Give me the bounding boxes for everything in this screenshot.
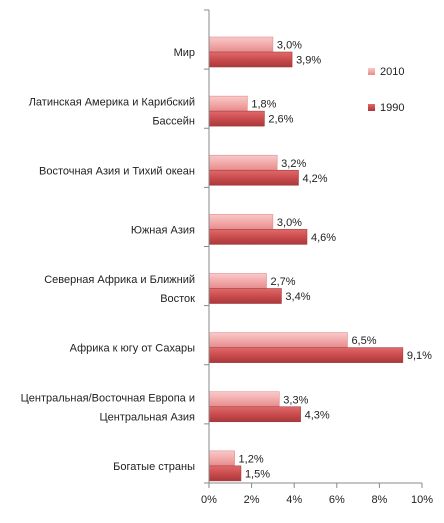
- legend-label-2010: 2010: [380, 66, 404, 78]
- legend: 2010 1990: [368, 66, 404, 114]
- x-tick-label-4: 4%: [286, 494, 302, 506]
- data-label-2010-4: 3,0%: [277, 217, 302, 229]
- category-label-6: Африка к югу от Сахары: [70, 343, 195, 355]
- data-label-2010-3: 3,2%: [281, 158, 306, 170]
- bar-2010-7: [208, 391, 280, 408]
- x-tick-label-0: 0%: [201, 494, 217, 506]
- bar-1990-1: [208, 51, 293, 68]
- data-label-1990-4: 4,6%: [311, 232, 336, 244]
- category-label-line: Южная Азия: [131, 224, 195, 236]
- category-label-line: Восточная Азия и Тихий океан: [39, 165, 195, 177]
- category-label-line: Африка к югу от Сахары: [70, 343, 195, 355]
- category-label-3: Восточная Азия и Тихий океан: [39, 165, 195, 177]
- x-tick-label-2: 2%: [244, 494, 260, 506]
- category-label-5: Северная Африка и Ближний Восток: [44, 274, 195, 305]
- category-label-4: Южная Азия: [131, 224, 195, 236]
- bar-1990-6: [208, 347, 404, 363]
- bar-1990-5: [208, 288, 282, 304]
- category-label-2: Латинская Америка и Карибский Бассейн: [29, 97, 195, 128]
- axes-layer: 0% 2% 4% 6% 8% 10%: [201, 9, 433, 506]
- bar-1990-8: [208, 465, 242, 482]
- data-label-2010-6: 6,5%: [351, 335, 376, 347]
- bar-2010-8: [208, 450, 235, 467]
- legend-label-1990: 1990: [380, 102, 404, 114]
- data-label-2010-8: 1,2%: [239, 453, 264, 465]
- data-label-1990-1: 3,9%: [296, 55, 321, 67]
- category-label-line: Мир: [174, 47, 195, 59]
- x-tick-label-8: 8%: [371, 494, 387, 506]
- bar-2010-1: [208, 36, 274, 53]
- category-label-line: Центральная/Восточная Европа и: [21, 392, 195, 404]
- x-tick-label-10: 10%: [411, 494, 433, 506]
- data-label-1990-7: 4,3%: [305, 409, 330, 421]
- data-label-1990-8: 1,5%: [245, 468, 270, 480]
- bar-1990-4: [208, 229, 308, 245]
- bar-2010-3: [208, 154, 278, 171]
- legend-swatch-1990: [368, 104, 375, 111]
- bar-1990-7: [208, 406, 301, 423]
- data-label-1990-3: 4,2%: [302, 173, 327, 185]
- data-label-2010-2: 1,8%: [251, 99, 276, 111]
- category-label-line: Восток: [160, 293, 195, 305]
- category-label-7: Центральная/Восточная Европа и Центральна…: [21, 392, 195, 423]
- category-label-line: Центральная Азия: [100, 411, 195, 423]
- bar-2010-5: [208, 273, 267, 289]
- category-label-8: Богатые страны: [113, 461, 195, 473]
- data-label-1990-2: 2,6%: [268, 114, 293, 126]
- data-label-1990-6: 9,1%: [407, 350, 432, 362]
- data-label-2010-7: 3,3%: [283, 394, 308, 406]
- bar-1990-2: [208, 110, 265, 127]
- data-label-2010-1: 3,0%: [277, 40, 302, 52]
- legend-swatch-2010: [368, 68, 375, 75]
- data-label-2010-5: 2,7%: [271, 276, 296, 288]
- category-label-line: Бассейн: [152, 116, 195, 128]
- bar-2010-6: [208, 332, 348, 348]
- bar-2010-2: [208, 95, 248, 112]
- data-label-1990-5: 3,4%: [285, 291, 310, 303]
- category-label-line: Латинская Америка и Карибский: [29, 97, 195, 109]
- bar-2010-4: [208, 214, 274, 230]
- category-label-1: Мир: [174, 47, 195, 59]
- category-label-line: Богатые страны: [113, 461, 195, 473]
- category-label-line: Северная Африка и Ближний: [44, 274, 195, 286]
- labels-layer: 3,0% 3,9% Мир 1,8% 2,6% Латинская Америка и К…: [21, 40, 432, 481]
- bar-1990-3: [208, 169, 299, 186]
- x-tick-label-6: 6%: [329, 494, 345, 506]
